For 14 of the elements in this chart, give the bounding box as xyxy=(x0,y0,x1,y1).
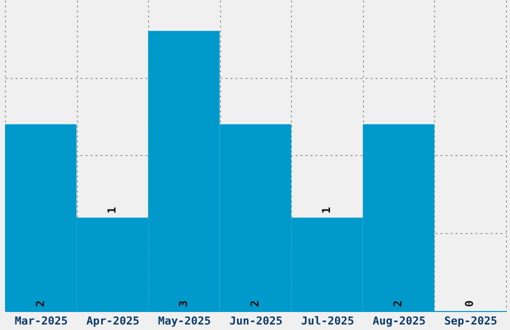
data-label: 2 xyxy=(34,300,47,307)
data-label: 0 xyxy=(463,300,476,307)
x-tick-label: May-2025 xyxy=(158,314,211,328)
data-label: 1 xyxy=(320,206,334,214)
x-tick-label: Apr-2025 xyxy=(86,314,140,328)
x-tick-label: Jul-2025 xyxy=(301,314,354,328)
x-tick-label: Aug-2025 xyxy=(372,314,426,328)
x-tick-label: Mar-2025 xyxy=(14,314,68,328)
data-label: 3 xyxy=(176,300,190,307)
data-label: 1 xyxy=(105,206,118,214)
x-tick-label: Sep-2025 xyxy=(444,314,498,328)
data-label: 2 xyxy=(392,300,405,307)
x-tick-label: Jun-2025 xyxy=(230,314,282,328)
data-label: 2 xyxy=(248,300,262,307)
